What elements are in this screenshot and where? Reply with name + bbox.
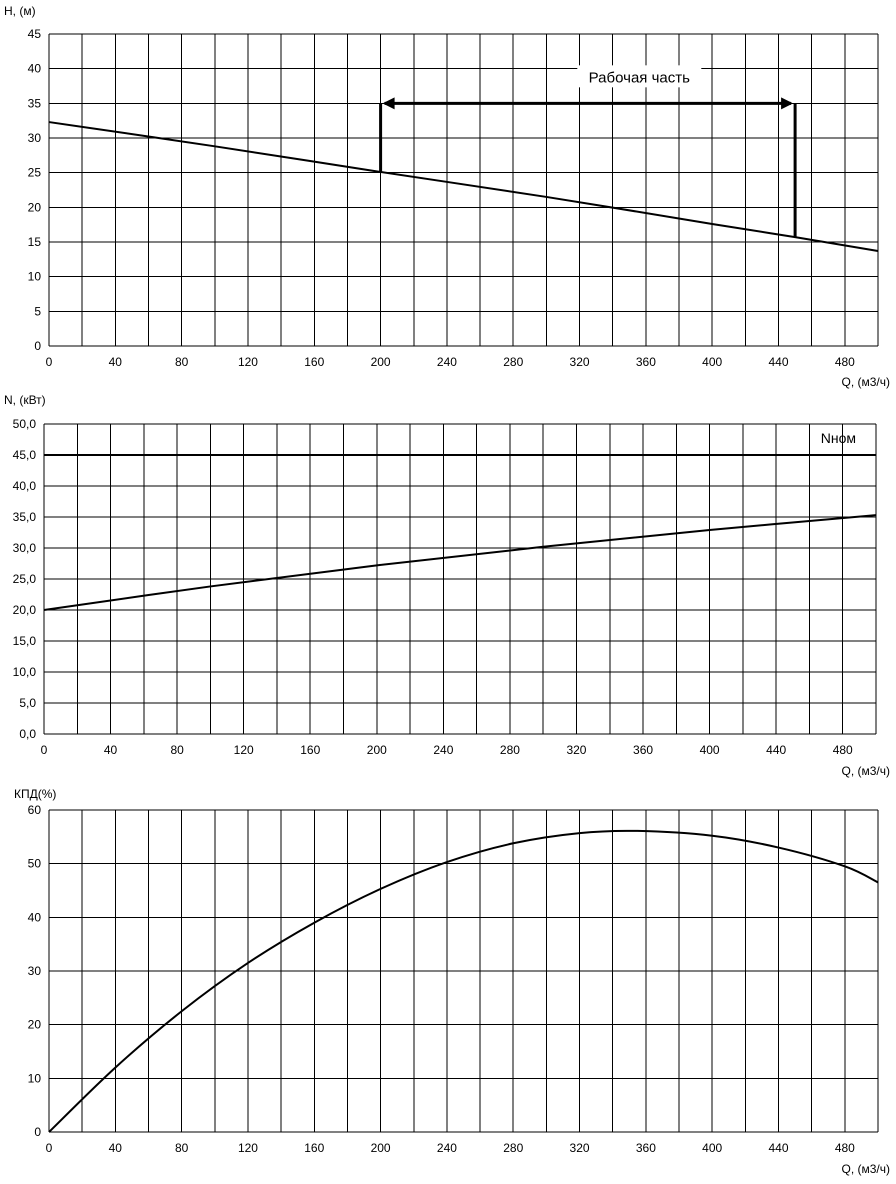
power-x-tick-label: 0 xyxy=(41,743,48,757)
working-range-arrow-head-left xyxy=(382,97,395,110)
efficiency-y-tick-label: 10 xyxy=(28,1071,42,1085)
working-range-arrow-head-right xyxy=(781,97,794,110)
head-x-tick-label: 320 xyxy=(570,355,590,369)
working-range-label-bg xyxy=(577,65,702,88)
power-x-tick-label: 280 xyxy=(500,743,520,757)
efficiency-x-tick-label: 160 xyxy=(304,1141,324,1155)
power-y-tick-label: 20,0 xyxy=(13,603,37,617)
efficiency-y-tick-label: 50 xyxy=(28,857,42,871)
efficiency-y-tick-label: 60 xyxy=(28,803,42,817)
power-y-tick-label: 0,0 xyxy=(19,727,36,741)
efficiency-series-line xyxy=(48,829,879,1133)
power-x-tick-label: 80 xyxy=(170,743,184,757)
efficiency-x-axis-label: Q, (м3/ч) xyxy=(841,1162,890,1176)
head-x-tick-label: 160 xyxy=(304,355,324,369)
head-y-tick-label: 35 xyxy=(28,96,42,110)
power-y-tick-label: 30,0 xyxy=(13,541,37,555)
head-x-tick-label: 480 xyxy=(835,355,855,369)
efficiency-y-tick-label: 20 xyxy=(28,1018,42,1032)
power-x-axis-label: Q, (м3/ч) xyxy=(841,764,890,778)
power-x-tick-label: 40 xyxy=(104,743,118,757)
head-x-tick-label: 360 xyxy=(636,355,656,369)
head-y-tick-label: 30 xyxy=(28,131,42,145)
head-x-tick-label: 80 xyxy=(175,355,189,369)
head-x-tick-label: 40 xyxy=(109,355,123,369)
head-series-line xyxy=(48,121,879,252)
power-series-line xyxy=(43,514,877,611)
power-y-tick-label: 40,0 xyxy=(13,479,37,493)
head-x-tick-label: 440 xyxy=(769,355,789,369)
working-range-label: Рабочая часть xyxy=(589,69,690,86)
head-y-tick-label: 5 xyxy=(34,304,41,318)
efficiency-x-tick-label: 240 xyxy=(437,1141,457,1155)
head-y-tick-label: 10 xyxy=(28,270,42,284)
efficiency-x-tick-label: 280 xyxy=(503,1141,523,1155)
efficiency-x-tick-label: 0 xyxy=(46,1141,53,1155)
head-y-tick-label: 0 xyxy=(34,339,41,353)
head-y-axis-label: H, (м) xyxy=(4,4,36,18)
power-y-axis-label: N, (кВт) xyxy=(4,393,46,407)
power-x-tick-label: 200 xyxy=(367,743,387,757)
head-y-tick-label: 25 xyxy=(28,166,42,180)
power-x-tick-label: 160 xyxy=(300,743,320,757)
head-y-tick-label: 20 xyxy=(28,200,42,214)
power-y-tick-label: 5,0 xyxy=(19,696,36,710)
efficiency-x-tick-label: 360 xyxy=(636,1141,656,1155)
efficiency-y-tick-label: 0 xyxy=(34,1125,41,1139)
efficiency-x-tick-label: 480 xyxy=(835,1141,855,1155)
efficiency-x-tick-label: 440 xyxy=(769,1141,789,1155)
efficiency-chart: 0 10 20 30 40 50 60 0 40 80 120 160 200 240 280 320 360 4… xyxy=(14,787,890,1176)
power-y-tick-label: 10,0 xyxy=(13,665,37,679)
power-x-tick-label: 120 xyxy=(234,743,254,757)
efficiency-x-tick-label: 80 xyxy=(175,1141,189,1155)
head-x-tick-label: 200 xyxy=(371,355,391,369)
power-chart: 0,0 5,0 10,0 15,0 20,0 25,0 30,0 35,0 40,0 45,0 50… xyxy=(4,393,890,778)
efficiency-y-axis-label: КПД(%) xyxy=(14,787,56,801)
head-x-tick-label: 120 xyxy=(238,355,258,369)
power-x-tick-label: 240 xyxy=(433,743,453,757)
efficiency-y-tick-label: 40 xyxy=(28,910,42,924)
head-x-axis-label: Q, (м3/ч) xyxy=(841,375,890,389)
head-x-tick-label: 240 xyxy=(437,355,457,369)
power-y-tick-label: 25,0 xyxy=(13,572,37,586)
efficiency-x-tick-label: 320 xyxy=(570,1141,590,1155)
head-x-tick-label: 280 xyxy=(503,355,523,369)
power-x-tick-label: 400 xyxy=(700,743,720,757)
head-y-tick-label: 40 xyxy=(28,62,42,76)
power-y-tick-label: 50,0 xyxy=(13,417,37,431)
efficiency-x-tick-label: 200 xyxy=(371,1141,391,1155)
power-x-tick-label: 480 xyxy=(833,743,853,757)
head-x-tick-label: 400 xyxy=(702,355,722,369)
power-y-tick-label: 35,0 xyxy=(13,510,37,524)
power-y-tick-label: 15,0 xyxy=(13,634,37,648)
power-x-tick-label: 360 xyxy=(633,743,653,757)
head-y-tick-label: 45 xyxy=(28,27,42,41)
power-series-label: Nном xyxy=(821,430,856,446)
power-x-tick-label: 440 xyxy=(766,743,786,757)
head-chart: 0 5 10 15 20 25 30 35 40 45 0 40 80 120 160 200 240 280 32… xyxy=(4,4,890,389)
power-x-tick-label: 320 xyxy=(566,743,586,757)
efficiency-y-tick-label: 30 xyxy=(28,964,42,978)
head-x-tick-label: 0 xyxy=(46,355,53,369)
head-y-tick-label: 15 xyxy=(28,235,42,249)
efficiency-x-tick-label: 400 xyxy=(702,1141,722,1155)
efficiency-x-tick-label: 120 xyxy=(238,1141,258,1155)
power-y-tick-label: 45,0 xyxy=(13,448,37,462)
efficiency-x-tick-label: 40 xyxy=(109,1141,123,1155)
